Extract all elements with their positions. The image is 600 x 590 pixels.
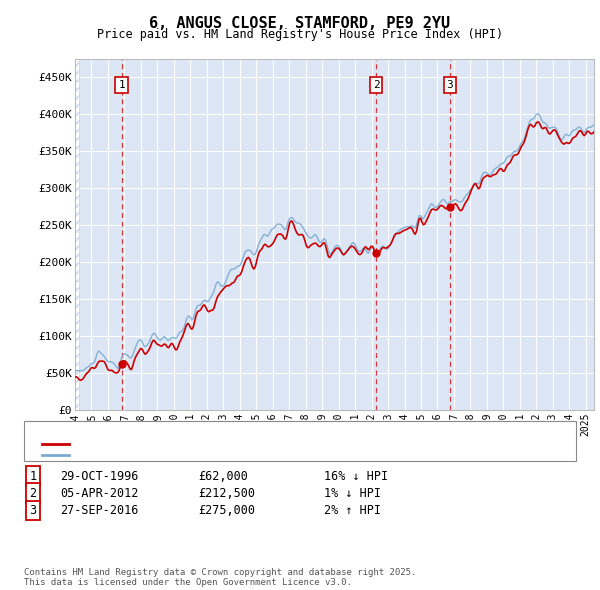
Text: HPI: Average price, detached house, South Kesteven: HPI: Average price, detached house, Sout…: [73, 450, 386, 460]
Text: £212,500: £212,500: [198, 487, 255, 500]
Text: 16% ↓ HPI: 16% ↓ HPI: [324, 470, 388, 483]
Text: 6, ANGUS CLOSE, STAMFORD, PE9 2YU (detached house): 6, ANGUS CLOSE, STAMFORD, PE9 2YU (detac…: [73, 440, 386, 449]
Text: 2% ↑ HPI: 2% ↑ HPI: [324, 504, 381, 517]
Text: 1: 1: [118, 80, 125, 90]
Text: 1% ↓ HPI: 1% ↓ HPI: [324, 487, 381, 500]
Text: 27-SEP-2016: 27-SEP-2016: [60, 504, 139, 517]
Text: Contains HM Land Registry data © Crown copyright and database right 2025.
This d: Contains HM Land Registry data © Crown c…: [24, 568, 416, 587]
Text: 05-APR-2012: 05-APR-2012: [60, 487, 139, 500]
Text: 3: 3: [29, 504, 37, 517]
Text: 6, ANGUS CLOSE, STAMFORD, PE9 2YU: 6, ANGUS CLOSE, STAMFORD, PE9 2YU: [149, 16, 451, 31]
Text: £62,000: £62,000: [198, 470, 248, 483]
Text: £275,000: £275,000: [198, 504, 255, 517]
Text: Price paid vs. HM Land Registry's House Price Index (HPI): Price paid vs. HM Land Registry's House …: [97, 28, 503, 41]
Text: 29-OCT-1996: 29-OCT-1996: [60, 470, 139, 483]
Bar: [75, 59, 79, 410]
Text: 2: 2: [29, 487, 37, 500]
Text: 1: 1: [29, 470, 37, 483]
Text: 2: 2: [373, 80, 379, 90]
Text: 3: 3: [446, 80, 453, 90]
